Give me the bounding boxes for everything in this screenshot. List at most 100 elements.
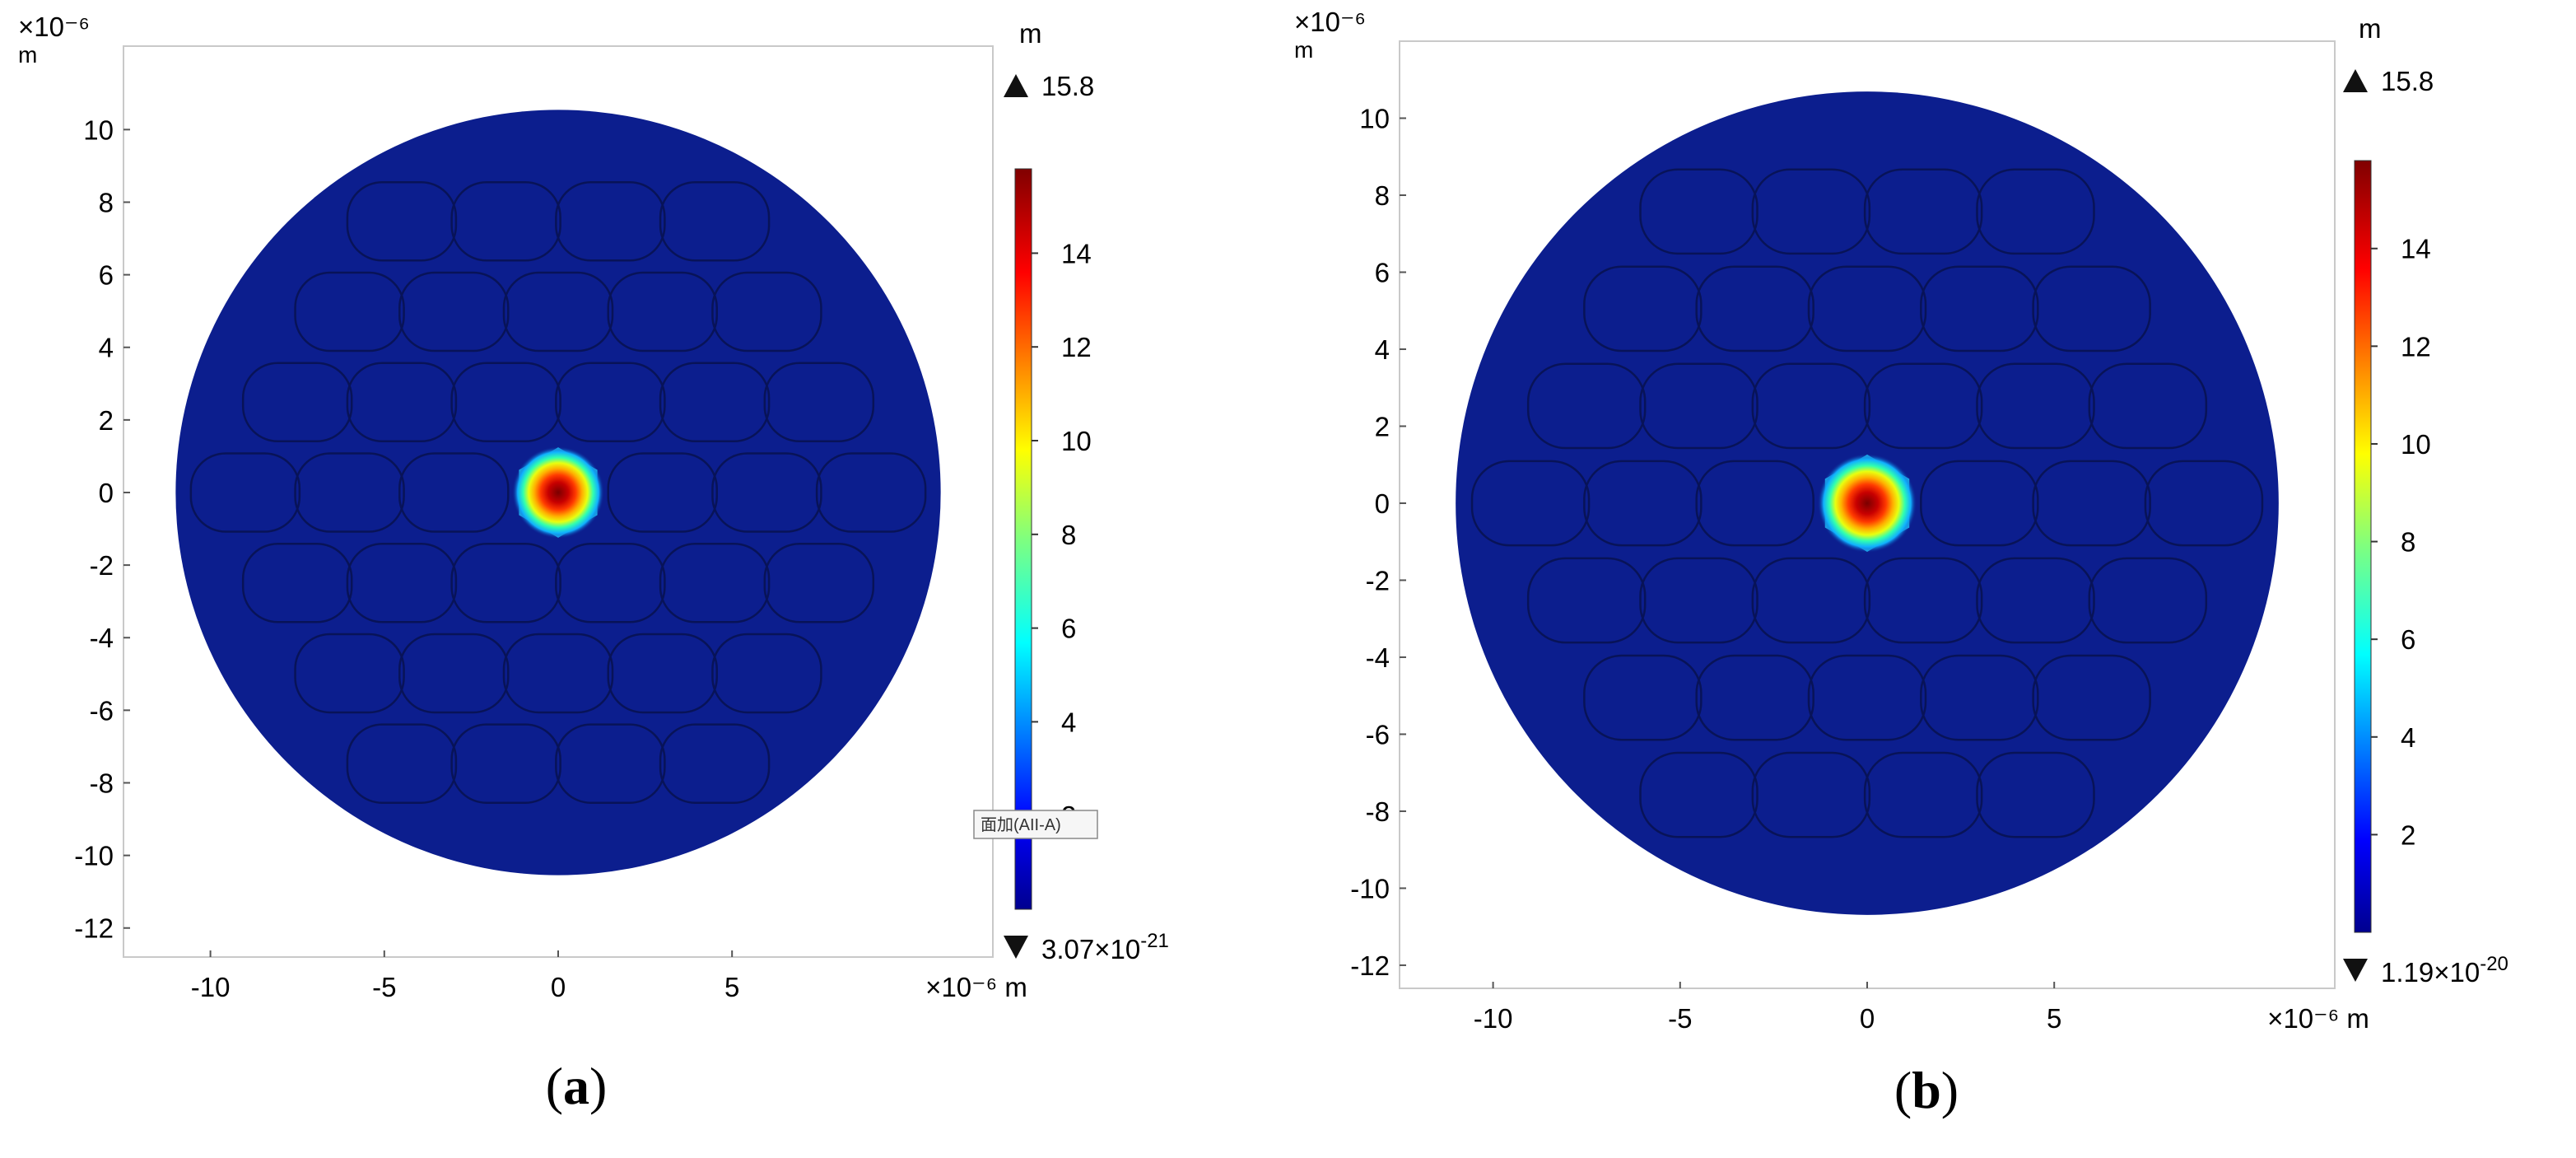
air-hole	[398, 633, 510, 714]
x-unit-label: ×10⁻⁶ m	[925, 972, 1027, 1002]
y-tick-label: 10	[1359, 103, 1390, 133]
y-tick-label: 4	[99, 333, 114, 363]
air-hole	[2088, 362, 2208, 450]
air-hole	[1470, 460, 1591, 547]
y-tick-label: -4	[1366, 642, 1390, 673]
x-tick-label: 5	[2047, 1003, 2061, 1034]
air-hole	[2032, 460, 2151, 547]
y-tick-label: 10	[83, 114, 114, 145]
air-hole	[2088, 557, 2208, 644]
air-hole	[1920, 654, 2039, 741]
triangle-up-icon	[2343, 69, 2368, 92]
y-tick-label: 6	[99, 260, 114, 291]
tooltip-box	[973, 810, 1098, 839]
air-hole	[346, 180, 458, 262]
air-hole	[763, 542, 875, 623]
y-unit-label: ×10⁻⁶	[18, 12, 90, 42]
air-hole	[659, 180, 771, 262]
x-tick-label: -5	[372, 972, 396, 1002]
panel-b: -10 -5 0 5 ×10⁻⁶ m 10 8 6 4 2 0 -2 -4 -6 -8 -10 -12 ×10⁻⁶…	[1294, 7, 2508, 1119]
air-hole	[2032, 654, 2151, 741]
air-hole	[346, 723, 458, 804]
x-tick-label: -10	[191, 972, 231, 1002]
colorbar-tick-label: 12	[2401, 331, 2431, 362]
colorbar-tick-label: 10	[2401, 429, 2431, 460]
air-hole	[450, 180, 561, 262]
colorbar-tick-label: 12	[1061, 332, 1092, 362]
air-hole	[1695, 265, 1814, 353]
panel-label: (b)	[1894, 1061, 1959, 1119]
y-unit-sub-label: m	[1294, 37, 1313, 63]
y-tick-label: -6	[1366, 719, 1390, 749]
y-tick-label: -8	[1366, 796, 1390, 827]
air-hole	[659, 362, 771, 443]
air-hole	[1751, 362, 1871, 450]
air-hole	[398, 271, 510, 353]
panel-a: -10 -5 0 5 ×10⁻⁶ m 10 8 6 4 2 0 -2 -4 -6 -8 -10 -12 ×10⁻⁶…	[18, 12, 1169, 1115]
air-hole	[1639, 751, 1758, 838]
air-hole	[502, 633, 614, 714]
air-hole	[398, 452, 510, 533]
y-tick-label: 6	[1375, 257, 1390, 287]
x-tick-label: 0	[551, 972, 566, 1002]
colorbar-max-label: 15.8	[2381, 66, 2434, 96]
cladding-holes	[1470, 168, 2264, 838]
air-hole	[1863, 168, 1983, 255]
air-hole	[815, 452, 927, 533]
air-hole	[1583, 654, 1703, 741]
air-hole	[1526, 557, 1647, 644]
triangle-down-icon	[2343, 959, 2368, 982]
air-hole	[1751, 168, 1871, 255]
air-hole	[1863, 362, 1983, 450]
air-hole	[1751, 557, 1871, 644]
air-hole	[241, 362, 353, 443]
air-hole	[502, 271, 614, 353]
y-tick-label: -6	[90, 695, 114, 726]
air-hole	[1583, 265, 1703, 353]
x-tick-label: -5	[1668, 1003, 1692, 1034]
colorbar-unit: m	[1019, 18, 1042, 49]
air-hole	[607, 633, 718, 714]
air-hole	[189, 452, 301, 533]
y-tick-label: -2	[1366, 565, 1390, 595]
air-hole	[1639, 362, 1758, 450]
colorbar-tick-label: 4	[1061, 707, 1076, 737]
air-hole	[450, 542, 561, 623]
air-hole	[659, 723, 771, 804]
y-tick-label: -12	[1350, 950, 1390, 981]
air-hole	[1920, 265, 2039, 353]
y-unit-label: ×10⁻⁶	[1294, 7, 1366, 37]
air-hole	[1583, 460, 1703, 547]
y-tick-label: -4	[90, 623, 114, 653]
y-tick-label: -8	[90, 768, 114, 798]
air-hole	[1639, 557, 1758, 644]
air-hole	[1976, 557, 2095, 644]
air-hole	[1639, 168, 1758, 255]
air-hole	[294, 633, 405, 714]
triangle-down-icon	[1004, 936, 1028, 959]
air-hole	[450, 723, 561, 804]
colorbar-tick-label: 2	[2401, 819, 2415, 850]
y-tick-label: 0	[1375, 488, 1390, 519]
air-hole	[1863, 751, 1983, 838]
colorbar-unit: m	[2359, 13, 2382, 44]
y-tick-label: -2	[90, 550, 114, 581]
air-hole	[607, 452, 718, 533]
mode-core	[1817, 453, 1917, 553]
colorbar-tick-label: 4	[2401, 722, 2415, 753]
air-hole	[659, 542, 771, 623]
air-hole	[1976, 751, 2095, 838]
air-hole	[1863, 557, 1983, 644]
air-hole	[555, 362, 666, 443]
colorbar	[1014, 168, 1032, 910]
colorbar-tick-label: 6	[2401, 624, 2415, 655]
air-hole	[2032, 265, 2151, 353]
cladding-holes	[189, 180, 927, 804]
air-hole	[607, 271, 718, 353]
y-tick-label: 2	[1375, 411, 1390, 441]
air-hole	[711, 633, 822, 714]
air-hole	[241, 542, 353, 623]
y-tick-label: 8	[99, 187, 114, 217]
colorbar-tick-label: 6	[1061, 614, 1076, 644]
